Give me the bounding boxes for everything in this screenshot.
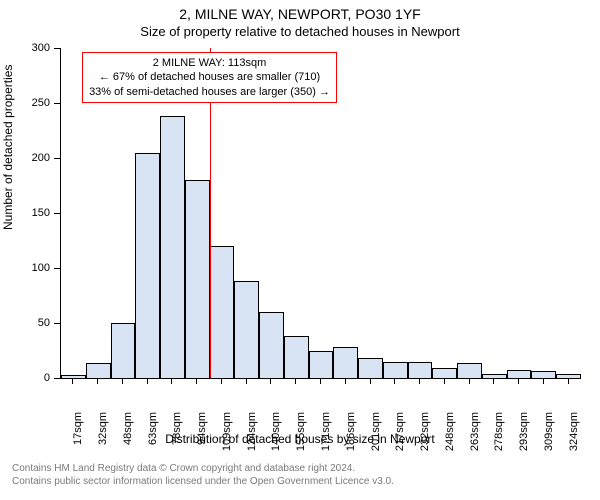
x-tick-label: 278sqm (493, 412, 505, 462)
x-tick-label: 155sqm (295, 412, 307, 462)
attribution-line-2: Contains public sector information licen… (12, 475, 394, 488)
chart-title-desc: Size of property relative to detached ho… (0, 24, 600, 39)
x-tick-label: 48sqm (122, 412, 134, 462)
x-tick-label: 140sqm (270, 412, 282, 462)
x-tick (518, 378, 519, 384)
x-tick-label: 217sqm (394, 412, 406, 462)
x-tick (543, 378, 544, 384)
x-tick (370, 378, 371, 384)
y-axis-label: Number of detached properties (1, 65, 15, 230)
x-tick (221, 378, 222, 384)
y-tick-label: 100 (22, 262, 50, 274)
y-tick-label: 0 (22, 372, 50, 384)
annotation-smaller: ← 67% of detached houses are smaller (71… (89, 70, 330, 84)
y-tick (54, 378, 60, 379)
attribution-line-1: Contains HM Land Registry data © Crown c… (12, 462, 394, 475)
y-tick-label: 150 (22, 207, 50, 219)
x-tick-label: 293sqm (518, 412, 530, 462)
x-tick-label: 232sqm (419, 412, 431, 462)
x-tick (270, 378, 271, 384)
histogram-bar (160, 116, 185, 378)
x-tick (568, 378, 569, 384)
property-annotation: 2 MILNE WAY: 113sqm← 67% of detached hou… (82, 52, 337, 103)
y-tick (54, 48, 60, 49)
histogram-bar (86, 363, 111, 378)
y-tick (54, 323, 60, 324)
histogram-bar (309, 351, 334, 379)
x-tick-label: 124sqm (246, 412, 258, 462)
x-tick (295, 378, 296, 384)
histogram-bar (432, 368, 457, 378)
histogram-bar (333, 347, 358, 378)
histogram-bar (556, 374, 581, 378)
x-tick-label: 171sqm (320, 412, 332, 462)
x-tick-label: 324sqm (568, 412, 580, 462)
x-tick (196, 378, 197, 384)
histogram-bar (61, 375, 86, 378)
x-tick (147, 378, 148, 384)
plot-area: 2 MILNE WAY: 113sqm← 67% of detached hou… (60, 48, 581, 379)
x-tick (493, 378, 494, 384)
histogram-bar (408, 362, 433, 379)
x-tick (171, 378, 172, 384)
histogram-bar (135, 153, 160, 379)
x-tick (320, 378, 321, 384)
histogram-bar (259, 312, 284, 378)
x-tick (72, 378, 73, 384)
x-tick-label: 17sqm (72, 412, 84, 462)
x-tick (419, 378, 420, 384)
x-tick-label: 201sqm (370, 412, 382, 462)
x-tick-label: 78sqm (171, 412, 183, 462)
x-tick (97, 378, 98, 384)
annotation-larger: 33% of semi-detached houses are larger (… (89, 85, 330, 99)
x-tick-label: 248sqm (444, 412, 456, 462)
histogram-bar (358, 358, 383, 378)
y-tick-label: 50 (22, 317, 50, 329)
x-tick-label: 109sqm (221, 412, 233, 462)
x-tick (394, 378, 395, 384)
y-tick (54, 213, 60, 214)
y-tick-label: 300 (22, 42, 50, 54)
x-tick (444, 378, 445, 384)
x-tick-label: 94sqm (196, 412, 208, 462)
histogram-bar (185, 180, 210, 378)
histogram-bar (111, 323, 136, 378)
y-tick-label: 250 (22, 97, 50, 109)
histogram-bar (234, 281, 259, 378)
histogram-bar (457, 363, 482, 378)
histogram-bar (284, 336, 309, 378)
x-tick-label: 263sqm (469, 412, 481, 462)
chart-title-address: 2, MILNE WAY, NEWPORT, PO30 1YF (0, 6, 600, 22)
data-attribution: Contains HM Land Registry data © Crown c… (12, 462, 394, 488)
x-tick-label: 63sqm (147, 412, 159, 462)
x-tick (246, 378, 247, 384)
y-tick (54, 268, 60, 269)
x-tick (345, 378, 346, 384)
y-tick (54, 158, 60, 159)
x-tick-label: 32sqm (97, 412, 109, 462)
x-tick-label: 186sqm (345, 412, 357, 462)
y-tick-label: 200 (22, 152, 50, 164)
y-tick (54, 103, 60, 104)
histogram-bar (531, 371, 556, 378)
annotation-sqm: 2 MILNE WAY: 113sqm (89, 56, 330, 70)
x-tick-label: 309sqm (543, 412, 555, 462)
histogram-bar (383, 362, 408, 379)
histogram-bar (507, 370, 532, 378)
x-tick (469, 378, 470, 384)
histogram-bar (210, 246, 235, 378)
x-tick (122, 378, 123, 384)
